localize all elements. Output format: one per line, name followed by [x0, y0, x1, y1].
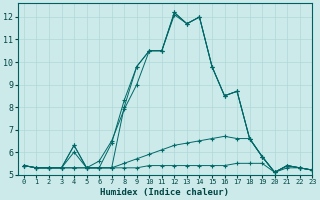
X-axis label: Humidex (Indice chaleur): Humidex (Indice chaleur)	[100, 188, 229, 197]
